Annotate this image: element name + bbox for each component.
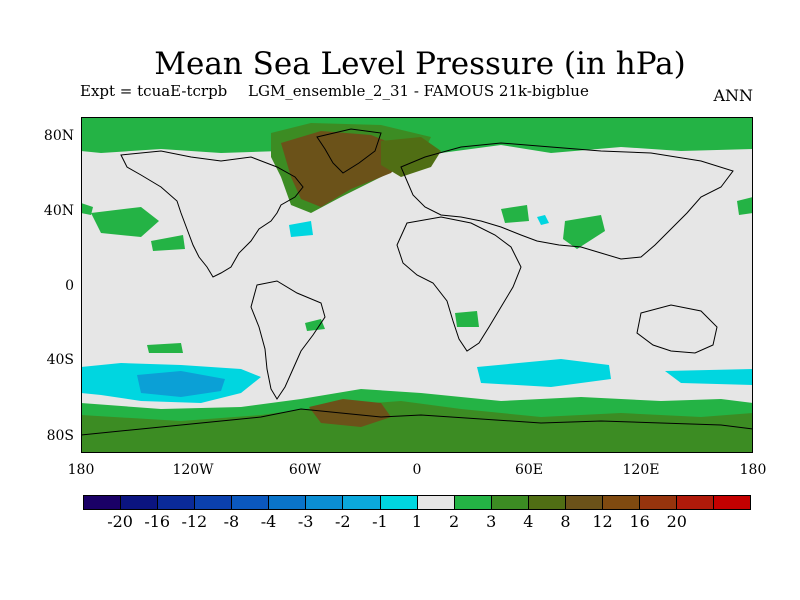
lat-tick-40s: 40S <box>46 352 74 368</box>
lon-tick-120w: 120W <box>172 462 214 478</box>
pressure-map <box>81 117 753 453</box>
australia-coast <box>636 304 718 354</box>
colorbar-swatch <box>491 496 529 509</box>
colorbar-label: -1 <box>372 512 388 531</box>
lon-tick-120e: 120E <box>622 462 660 478</box>
colorbar-label: -8 <box>223 512 240 531</box>
southern-africa-positive-region <box>455 311 479 327</box>
colorbar-swatch <box>343 496 381 509</box>
colorbar-label: -4 <box>260 512 277 531</box>
colorbar <box>83 495 751 510</box>
colorbar-swatch <box>454 496 492 509</box>
west-atlantic-positive-region <box>81 203 93 215</box>
colorbar-label: 4 <box>523 512 534 531</box>
colorbar-swatch <box>528 496 566 509</box>
colorbar-swatch <box>306 496 344 509</box>
lat-tick-0: 0 <box>65 278 74 294</box>
season-label: ANN <box>713 86 753 105</box>
colorbar-swatch <box>639 496 677 509</box>
colorbar-swatch <box>380 496 418 509</box>
colorbar-label: 3 <box>486 512 497 531</box>
colorbar-swatch <box>232 496 270 509</box>
colorbar-label: -3 <box>297 512 314 531</box>
west-pacific-positive-region <box>737 197 753 215</box>
antarctic-high-region <box>309 399 391 427</box>
coastlines <box>81 128 753 436</box>
map-title: Mean Sea Level Pressure (in hPa) <box>154 46 686 82</box>
lat-tick-80s: 80S <box>46 428 74 444</box>
colorbar-swatch <box>677 496 715 509</box>
colorbar-swatch <box>417 496 455 509</box>
colorbar-label: -20 <box>107 512 133 531</box>
australia-south-negative-region <box>665 369 753 385</box>
lon-tick-0: 0 <box>412 462 422 478</box>
colorbar-label: 20 <box>666 512 687 531</box>
greenland-coast <box>316 128 382 174</box>
colorbar-swatch <box>269 496 307 509</box>
north-pacific-positive-region <box>151 235 185 251</box>
colorbar-label: -2 <box>334 512 351 531</box>
antarctic-olive-band <box>81 401 753 453</box>
south-pacific-low-region <box>137 371 225 397</box>
europe-olive-region <box>381 137 441 177</box>
colorbar-label: 12 <box>592 512 613 531</box>
lat-tick-40n: 40N <box>43 203 74 219</box>
lat-tick-80n: 80N <box>43 128 74 144</box>
atlantic-negative-region <box>289 221 313 237</box>
experiment-label: Expt = tcuaE-tcrpb <box>80 82 228 100</box>
north-america-coast <box>120 150 304 278</box>
indian-ocean-negative-region <box>477 359 611 387</box>
eurasia-coast <box>400 142 734 260</box>
central-asia-negative-region <box>537 215 549 225</box>
colorbar-swatch <box>565 496 603 509</box>
lon-tick-180w: 180 <box>67 462 95 478</box>
lon-tick-180e: 180 <box>739 462 767 478</box>
ensemble-label: LGM_ensemble_2_31 - FAMOUS 21k-bigblue <box>248 82 589 100</box>
colorbar-swatch <box>158 496 196 509</box>
map-panel <box>81 117 753 453</box>
south-pacific-positive-region <box>147 343 183 353</box>
colorbar-label: -16 <box>144 512 171 531</box>
south-atlantic-positive-region <box>305 319 325 331</box>
antarctica-coast <box>81 408 753 436</box>
africa-coast <box>396 216 522 352</box>
asia-small-positive-region <box>501 205 529 223</box>
colorbar-label: 16 <box>629 512 650 531</box>
lon-tick-60e: 60E <box>514 462 544 478</box>
colorbar-label: -12 <box>181 512 208 531</box>
colorbar-label: 8 <box>560 512 571 531</box>
colorbar-swatch <box>195 496 233 509</box>
south-america-coast <box>250 280 326 400</box>
colorbar-swatch <box>602 496 640 509</box>
lon-tick-60w: 60W <box>288 462 322 478</box>
colorbar-label: 2 <box>449 512 460 531</box>
east-pacific-positive-region <box>91 207 159 237</box>
colorbar-swatch <box>84 496 122 509</box>
colorbar-label: 1 <box>411 512 423 531</box>
map-frame <box>81 117 753 453</box>
colorbar-swatch <box>121 496 159 509</box>
north-atlantic-high-region <box>281 131 411 207</box>
colorbar-swatch <box>714 496 751 509</box>
asia-positive-region <box>563 215 605 249</box>
